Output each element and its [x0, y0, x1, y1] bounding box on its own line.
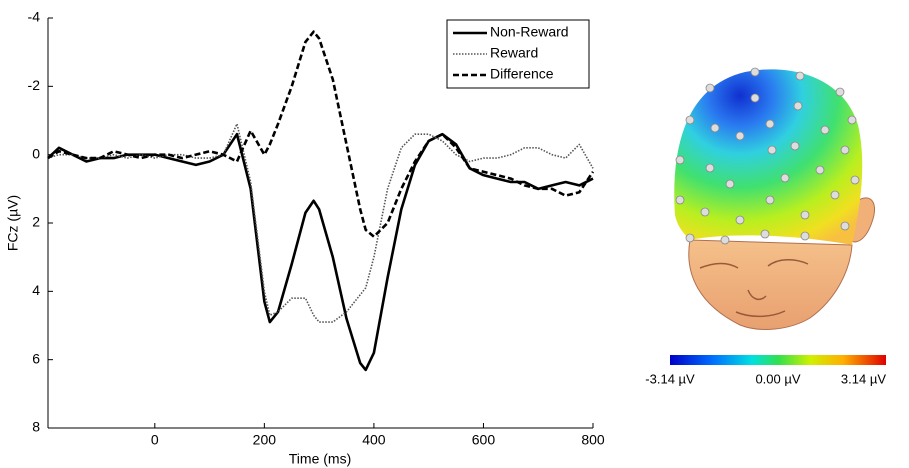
head-topography — [670, 67, 886, 365]
line-series — [47, 132, 594, 372]
colorbar-label: 0.00 µV — [755, 371, 800, 386]
face-features — [699, 259, 809, 318]
line-series — [47, 30, 595, 238]
y-tick-label: 4 — [32, 282, 40, 298]
legend-label: Non-Reward — [490, 24, 569, 40]
electrodes — [675, 67, 860, 245]
x-tick-label: 400 — [362, 432, 386, 448]
x-tick-label: 600 — [472, 432, 496, 448]
x-axis-label: Time (ms) — [289, 451, 351, 467]
y-tick-label: 8 — [32, 419, 40, 435]
x-tick-label: 200 — [253, 432, 277, 448]
y-tick-label: -2 — [28, 77, 41, 93]
y-tick-label: -4 — [28, 9, 41, 25]
legend-label: Reward — [490, 45, 538, 61]
colorbar-label: 3.14 µV — [841, 371, 886, 386]
y-axis-label: FCz (µV) — [5, 195, 21, 251]
colorbar-label: -3.14 µV — [645, 371, 695, 386]
scalp-map — [674, 69, 863, 245]
y-tick-label: 6 — [32, 350, 40, 366]
legend-box — [446, 19, 590, 89]
x-tick-label: 0 — [151, 432, 159, 448]
y-tick-label: 2 — [32, 214, 40, 230]
legend-label: Difference — [490, 66, 554, 82]
face — [688, 239, 853, 330]
line-series — [47, 123, 594, 323]
x-tick-label: 800 — [581, 432, 605, 448]
colorbar — [670, 355, 886, 365]
y-tick-label: 0 — [32, 145, 40, 161]
